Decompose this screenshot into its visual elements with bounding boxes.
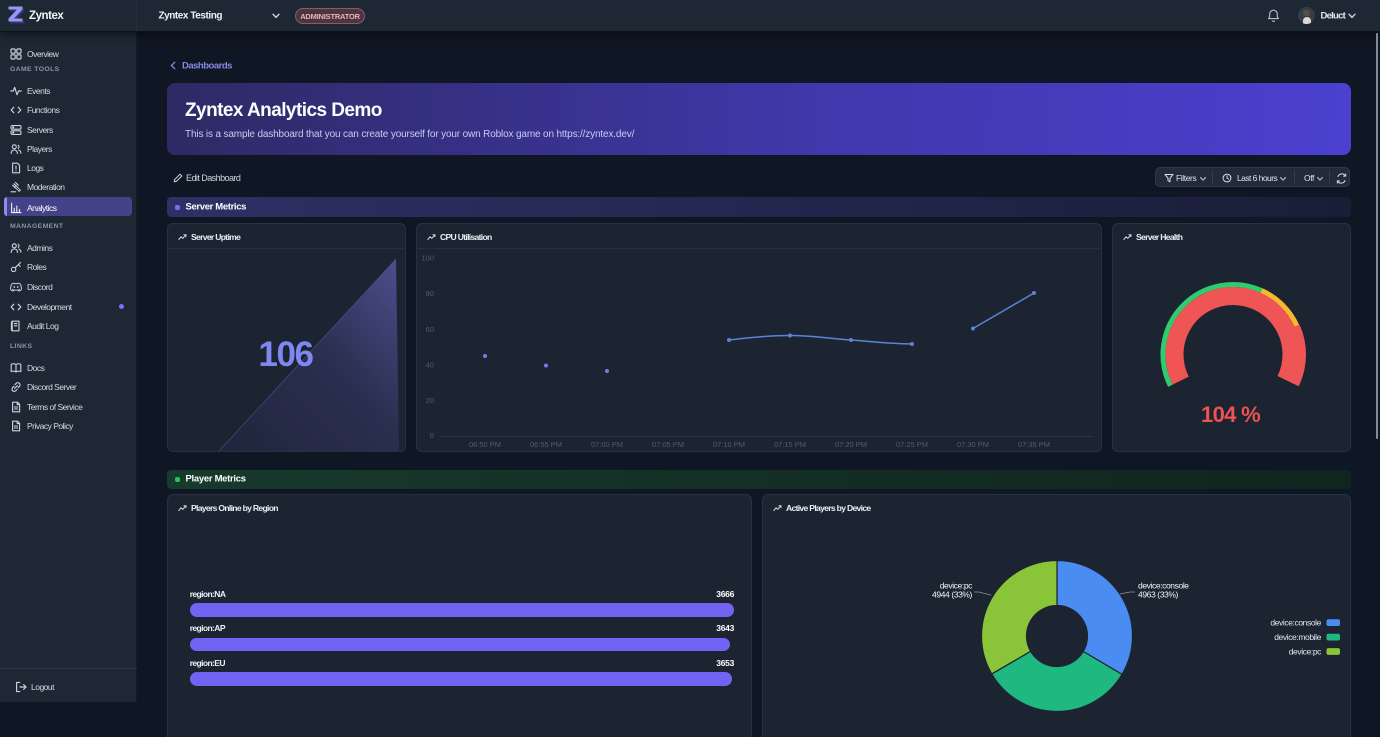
svg-text:device:pc: device:pc — [1289, 646, 1322, 656]
svg-text:06:55 PM: 06:55 PM — [530, 440, 562, 449]
svg-text:0: 0 — [430, 431, 434, 440]
svg-text:07:25 PM: 07:25 PM — [896, 440, 928, 449]
svg-text:07:20 PM: 07:20 PM — [835, 440, 867, 449]
svg-text:4944 (33%): 4944 (33%) — [932, 590, 973, 600]
svg-text:80: 80 — [426, 289, 434, 298]
svg-text:100: 100 — [421, 254, 434, 263]
svg-text:60: 60 — [426, 325, 434, 334]
svg-text:07:35 PM: 07:35 PM — [1018, 440, 1050, 449]
svg-text:07:10 PM: 07:10 PM — [713, 440, 745, 449]
svg-text:40: 40 — [426, 361, 434, 370]
svg-text:device:mobile: device:mobile — [1274, 632, 1321, 642]
svg-text:07:05 PM: 07:05 PM — [652, 440, 684, 449]
svg-text:07:00 PM: 07:00 PM — [591, 440, 623, 449]
svg-text:06:50 PM: 06:50 PM — [469, 440, 501, 449]
svg-text:device:console: device:console — [1138, 581, 1189, 591]
svg-text:20: 20 — [426, 396, 434, 405]
svg-text:07:15 PM: 07:15 PM — [774, 440, 806, 449]
svg-text:device:console: device:console — [1270, 618, 1321, 628]
svg-text:device:pc: device:pc — [940, 581, 973, 591]
svg-text:07:30 PM: 07:30 PM — [957, 440, 989, 449]
svg-text:4963 (33%): 4963 (33%) — [1138, 590, 1179, 600]
